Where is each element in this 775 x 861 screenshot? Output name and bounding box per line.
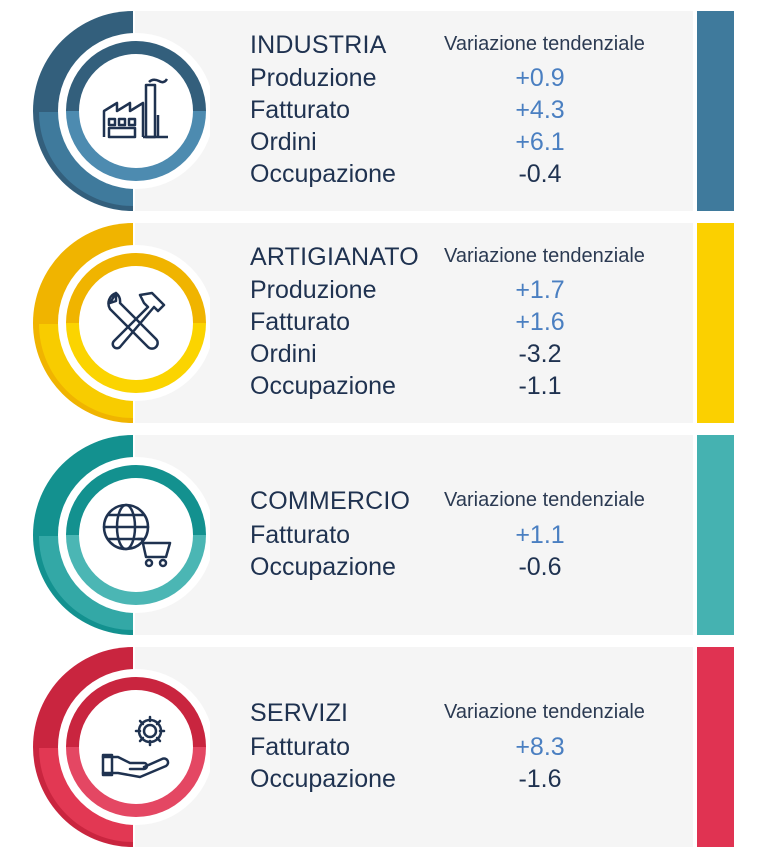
accent-strip <box>697 11 734 211</box>
column-header: Variazione tendenziale <box>444 33 645 55</box>
sector-card <box>133 223 693 423</box>
sector-panel-industria: INDUSTRIA Variazione tendenziale Produzi… <box>0 11 775 211</box>
metric-value: +8.3 <box>515 733 565 761</box>
sector-panel-commercio: COMMERCIO Variazione tendenziale Fattura… <box>0 435 775 635</box>
globe-cart-icon <box>102 503 172 568</box>
metric-value: -1.6 <box>518 765 562 793</box>
sector-badge <box>0 223 214 423</box>
metric-value: -0.6 <box>518 553 562 581</box>
metric-name: Produzione <box>250 64 377 92</box>
metric-value: +1.6 <box>515 308 565 336</box>
column-header: Variazione tendenziale <box>444 245 645 267</box>
tools-icon <box>107 291 166 350</box>
metric-name: Occupazione <box>250 765 396 793</box>
sector-title: COMMERCIO <box>250 487 411 515</box>
column-header: Variazione tendenziale <box>444 701 645 723</box>
metric-name: Occupazione <box>250 160 396 188</box>
metric-name: Ordini <box>250 128 317 156</box>
sector-card <box>133 647 693 847</box>
factory-icon <box>102 78 169 139</box>
column-header: Variazione tendenziale <box>444 489 645 511</box>
metric-name: Fatturato <box>250 733 351 761</box>
sector-card <box>133 435 693 635</box>
metric-value: +4.3 <box>515 96 565 124</box>
metric-name: Fatturato <box>250 308 351 336</box>
metric-value: +6.1 <box>515 128 565 156</box>
metric-value: +1.7 <box>515 276 565 304</box>
sector-badge <box>0 11 214 211</box>
sector-title: SERVIZI <box>250 699 349 727</box>
metric-value: +0.9 <box>515 64 565 92</box>
sector-panel-servizi: SERVIZI Variazione tendenziale Fatturato… <box>0 647 775 847</box>
metric-value: -3.2 <box>518 340 562 368</box>
metric-value: +1.1 <box>515 521 565 549</box>
metric-name: Occupazione <box>250 372 396 400</box>
sector-title: ARTIGIANATO <box>250 243 419 271</box>
metric-name: Fatturato <box>250 521 351 549</box>
metric-name: Fatturato <box>250 96 351 124</box>
sector-badge <box>0 647 214 847</box>
metric-name: Occupazione <box>250 553 396 581</box>
sector-badge <box>0 435 214 635</box>
sector-card <box>133 11 693 211</box>
metric-name: Produzione <box>250 276 377 304</box>
metric-value: -0.4 <box>518 160 562 188</box>
metric-name: Ordini <box>250 340 317 368</box>
accent-strip <box>697 223 734 423</box>
sector-panel-artigianato: ARTIGIANATO Variazione tendenziale Produ… <box>0 223 775 423</box>
accent-strip <box>697 647 734 847</box>
accent-strip <box>697 435 734 635</box>
sector-title: INDUSTRIA <box>250 31 387 59</box>
gear-hand-icon <box>101 715 170 779</box>
metric-value: -1.1 <box>518 372 562 400</box>
